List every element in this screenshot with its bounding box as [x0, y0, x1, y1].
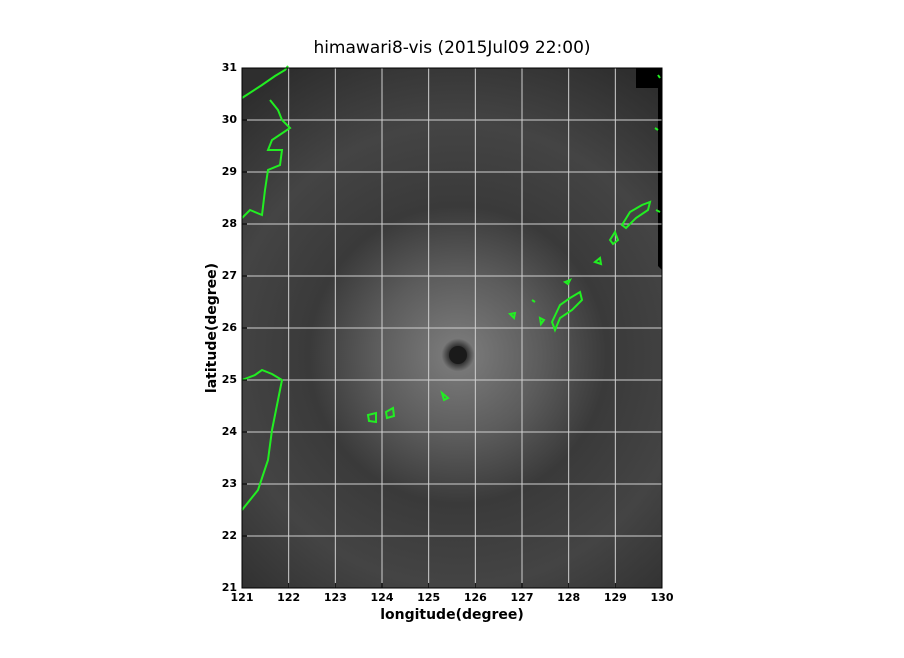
y-tick-label: 27 [222, 269, 237, 282]
x-tick-label: 128 [557, 591, 580, 604]
y-tick-label: 24 [222, 425, 238, 438]
x-axis-label: longitude(degree) [380, 607, 524, 623]
y-tick-label: 30 [222, 113, 238, 126]
x-tick-label: 125 [417, 591, 440, 604]
x-tick-label: 122 [277, 591, 300, 604]
grid [241, 67, 663, 589]
coastlines [241, 65, 661, 511]
x-tick-label: 124 [371, 591, 394, 604]
y-tick-label: 22 [222, 529, 237, 542]
x-tick-label: 130 [651, 591, 674, 604]
typhoon-eye [449, 346, 467, 364]
y-tick-label: 31 [222, 61, 237, 74]
y-tick-label: 23 [222, 477, 237, 490]
x-tick-label: 129 [604, 591, 627, 604]
y-tick-label: 25 [222, 373, 237, 386]
y-tick-label: 21 [222, 581, 237, 594]
x-tick-label: 121 [231, 591, 254, 604]
chart-title: himawari8-vis (2015Jul09 22:00) [313, 38, 590, 58]
x-tick-label: 126 [464, 591, 487, 604]
y-tick-label: 26 [222, 321, 238, 334]
y-axis-label: latitude(degree) [204, 263, 220, 393]
y-tick-label: 28 [222, 217, 237, 230]
x-tick-label: 127 [511, 591, 534, 604]
x-tick-label: 123 [324, 591, 347, 604]
y-tick-label: 29 [222, 165, 237, 178]
no-data-area [636, 68, 662, 270]
